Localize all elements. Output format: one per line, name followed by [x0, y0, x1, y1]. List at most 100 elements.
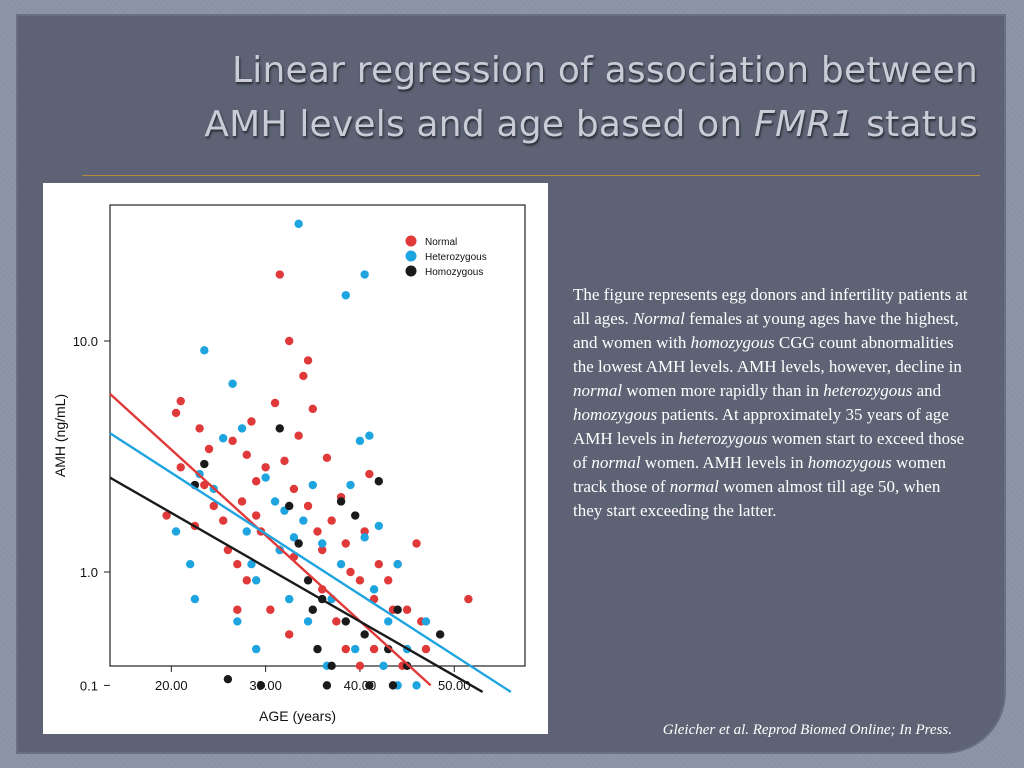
- data-point-homozygous: [313, 644, 322, 654]
- data-point-normal: [233, 559, 242, 569]
- data-point-normal: [322, 453, 332, 462]
- title-line-2: AMH levels and age based on FMR1 status: [78, 98, 978, 152]
- desc-part: and: [912, 381, 942, 400]
- desc-italic: Normal: [632, 309, 685, 328]
- data-point-homozygous: [308, 605, 317, 614]
- data-point-normal: [464, 594, 473, 604]
- data-point-heterozygous: [251, 644, 261, 654]
- data-point-homozygous: [393, 605, 402, 614]
- data-point-normal: [313, 527, 322, 536]
- x-tick-label: 50.00: [438, 678, 471, 693]
- data-point-normal: [374, 559, 384, 569]
- data-point-heterozygous: [341, 291, 350, 300]
- data-point-heterozygous: [318, 539, 327, 548]
- data-point-heterozygous: [237, 424, 247, 433]
- data-point-normal: [176, 463, 185, 472]
- desc-italic: normal: [669, 477, 719, 496]
- data-point-heterozygous: [384, 617, 393, 626]
- data-point-heterozygous: [393, 559, 402, 569]
- desc-part: patients. At approximately 35 years of a…: [573, 405, 949, 448]
- data-point-normal: [341, 539, 350, 548]
- data-point-homozygous: [327, 661, 336, 671]
- slide-title: Linear regression of association between…: [78, 44, 978, 152]
- data-point-heterozygous: [374, 521, 384, 531]
- plot-frame: [109, 204, 526, 667]
- data-point-normal: [204, 444, 214, 454]
- data-point-homozygous: [402, 661, 412, 671]
- x-tick-label: 30.00: [249, 678, 282, 693]
- data-point-normal: [285, 336, 294, 346]
- desc-part: women start to exceed those of: [573, 429, 965, 472]
- data-point-heterozygous: [355, 436, 365, 446]
- legend-marker-heterozygous: [405, 250, 417, 262]
- data-point-homozygous: [374, 477, 384, 486]
- data-point-heterozygous: [421, 617, 431, 626]
- data-point-heterozygous: [190, 594, 200, 604]
- data-point-normal: [251, 477, 261, 486]
- data-point-normal: [355, 576, 365, 585]
- data-point-normal: [303, 356, 313, 365]
- data-point-homozygous: [285, 501, 294, 511]
- data-point-heterozygous: [299, 516, 308, 525]
- data-point-homozygous: [384, 644, 393, 654]
- desc-part: females at young ages have the highest, …: [573, 309, 959, 352]
- data-point-heterozygous: [369, 585, 379, 594]
- regression-line-heterozygous: [109, 432, 512, 693]
- data-point-heterozygous: [247, 559, 256, 569]
- data-point-heterozygous: [336, 559, 346, 569]
- data-point-heterozygous: [242, 527, 251, 536]
- data-point-homozygous: [341, 617, 350, 626]
- data-point-normal: [294, 431, 303, 440]
- data-point-normal: [237, 497, 247, 506]
- data-point-normal: [275, 270, 284, 279]
- data-point-normal: [266, 605, 275, 614]
- data-point-normal: [176, 396, 185, 406]
- data-point-normal: [228, 436, 237, 446]
- data-point-normal: [289, 484, 299, 494]
- data-point-normal: [355, 661, 365, 671]
- data-point-normal: [209, 501, 218, 511]
- data-point-homozygous: [388, 681, 398, 690]
- desc-italic: heterozygous: [823, 381, 913, 400]
- data-point-normal: [318, 545, 327, 555]
- title-gene-name: FMR1: [754, 104, 855, 145]
- data-point-heterozygous: [185, 559, 195, 569]
- data-point-normal: [195, 424, 204, 433]
- title-line-2-a: AMH levels and age based on: [204, 104, 755, 145]
- data-point-heterozygous: [379, 661, 388, 671]
- citation: Gleicher et al. Reprod Biomed Online; In…: [662, 722, 952, 738]
- desc-italic: homozygous: [807, 453, 892, 472]
- data-point-heterozygous: [218, 434, 228, 443]
- data-point-normal: [412, 539, 421, 548]
- data-point-normal: [299, 371, 308, 381]
- data-point-homozygous: [223, 674, 233, 684]
- data-point-homozygous: [294, 539, 303, 548]
- desc-part: The figure represents egg donors and inf…: [573, 285, 968, 328]
- data-point-normal: [233, 605, 242, 614]
- desc-part: women more rapidly than in: [622, 381, 824, 400]
- x-axis-label: AGE (years): [259, 708, 336, 724]
- data-point-heterozygous: [289, 533, 299, 542]
- data-point-heterozygous: [303, 617, 313, 626]
- data-point-heterozygous: [251, 576, 261, 585]
- title-line-1: Linear regression of association between: [232, 50, 978, 91]
- data-point-normal: [369, 644, 379, 654]
- data-point-normal: [270, 398, 280, 408]
- data-point-heterozygous: [270, 497, 280, 506]
- data-point-normal: [218, 516, 228, 525]
- data-point-homozygous: [360, 630, 369, 639]
- data-point-normal: [247, 417, 256, 426]
- y-tick-label: 0.1: [80, 678, 98, 693]
- data-point-heterozygous: [412, 681, 421, 690]
- data-point-heterozygous: [360, 270, 369, 279]
- desc-italic: homozygous: [690, 333, 775, 352]
- data-point-heterozygous: [261, 473, 270, 482]
- data-point-normal: [341, 644, 350, 654]
- regression-line-homozygous: [109, 476, 484, 693]
- data-point-heterozygous: [294, 219, 303, 229]
- legend-marker-normal: [405, 235, 417, 247]
- desc-italic: normal: [591, 453, 641, 472]
- desc-italic: heterozygous: [678, 429, 768, 448]
- data-point-normal: [365, 469, 374, 479]
